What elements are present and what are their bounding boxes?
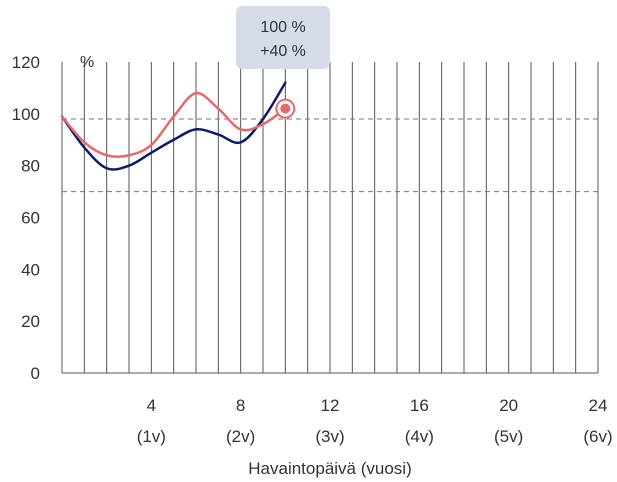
grid-lines [61, 62, 599, 373]
x-tick-sublabel: (6v) [583, 427, 612, 446]
x-tick-label: 8 [236, 396, 245, 415]
x-tick-label: 16 [410, 396, 429, 415]
x-tick-label: 4 [147, 396, 156, 415]
highlight-marker [275, 98, 296, 119]
value-tooltip: 100 % +40 % [236, 6, 330, 69]
series-line-2 [60, 91, 287, 159]
x-tick-sublabel: (5v) [494, 427, 523, 446]
y-tick-label: 0 [31, 364, 40, 383]
highlight-marker-dot [280, 103, 291, 114]
y-tick-label: 120 [12, 53, 40, 72]
x-tick-label: 24 [589, 396, 608, 415]
x-tick-sublabel: (3v) [315, 427, 344, 446]
x-tick-label: 20 [499, 396, 518, 415]
y-tick-label: 40 [21, 260, 40, 279]
x-tick-sublabel: (4v) [405, 427, 434, 446]
series-line-1 [60, 81, 287, 171]
y-tick-label: 80 [21, 157, 40, 176]
x-tick-sublabel: (2v) [226, 427, 255, 446]
series-lines [60, 81, 287, 171]
y-tick-labels: 0 20 40 60 80 100 120 [12, 53, 40, 383]
y-tick-label: 20 [21, 312, 40, 331]
x-tick-sublabel: (1v) [137, 427, 166, 446]
y-tick-label: 60 [21, 209, 40, 228]
y-unit-label: % [80, 54, 94, 71]
tooltip-value: 100 % [260, 19, 305, 36]
tooltip-change: +40 % [260, 43, 306, 60]
x-tick-labels: 4 (1v) 8 (2v) 12 (3v) 16 (4v) 20 (5v) 24 (6v) [137, 396, 613, 446]
tooltip-box [236, 6, 330, 69]
x-tick-label: 12 [321, 396, 340, 415]
x-axis-label: Havaintopäivä (vuosi) [248, 459, 411, 478]
y-tick-label: 100 [12, 105, 40, 124]
